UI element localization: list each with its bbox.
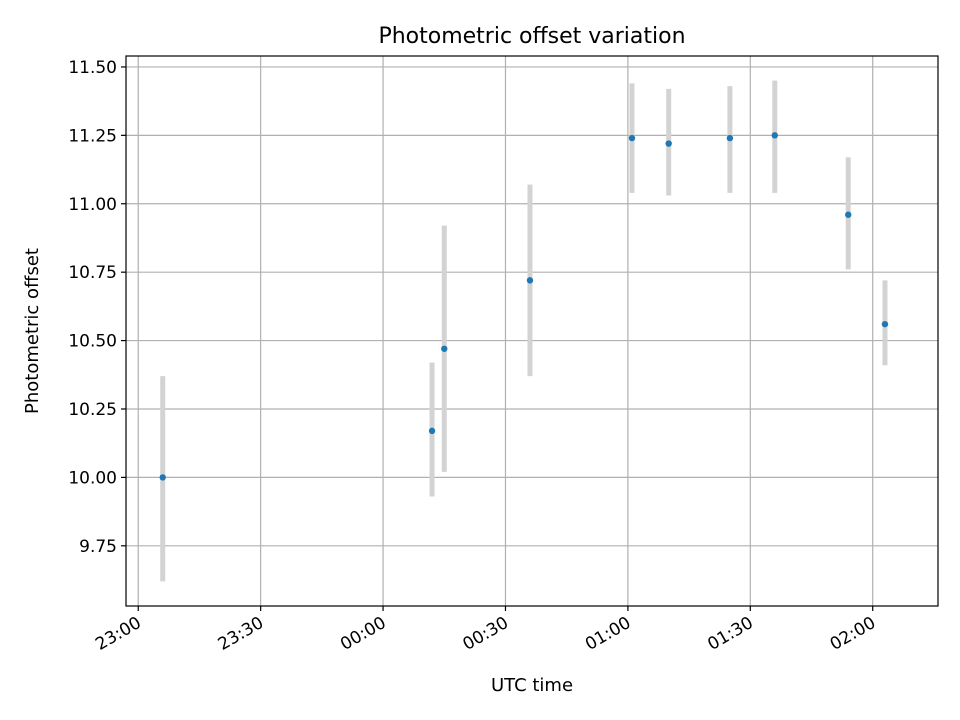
y-tick-label: 10.00 — [68, 468, 117, 488]
x-tick-label: 23:30 — [215, 613, 267, 655]
data-point — [526, 277, 534, 284]
data-point — [441, 345, 448, 352]
x-tick-label: 01:00 — [582, 613, 634, 655]
x-tick-label: 23:00 — [92, 613, 144, 655]
plot-frame — [125, 55, 939, 607]
x-axis-label: UTC time — [491, 675, 573, 696]
data-point — [771, 132, 778, 139]
y-tick-label: 11.00 — [68, 195, 117, 215]
data-point — [726, 134, 734, 142]
y-tick-label: 10.50 — [68, 332, 117, 352]
data-point — [845, 211, 852, 218]
y-axis-ticks: 9.75 10.00 10.25 10.50 10.75 11.00 11.25 11.50 — [68, 58, 126, 557]
y-tick-label: 11.50 — [68, 58, 117, 78]
data-point — [428, 427, 436, 435]
y-tick-label: 11.25 — [68, 126, 117, 146]
data-point — [881, 320, 889, 328]
data-point — [159, 474, 166, 481]
y-tick-label: 10.75 — [68, 263, 117, 283]
y-tick-label: 9.75 — [79, 537, 117, 557]
data-point — [665, 140, 672, 147]
data-point — [628, 134, 636, 142]
x-axis-ticks: 23:00 23:30 00:00 00:30 01:00 01:30 02:00 — [92, 606, 879, 655]
data-points — [159, 132, 889, 481]
x-tick-label: 01:30 — [704, 613, 756, 655]
y-axis-label: Photometric offset — [22, 248, 43, 414]
y-tick-label: 10.25 — [68, 400, 117, 420]
chart-title: Photometric offset variation — [378, 24, 685, 49]
x-tick-label: 00:30 — [460, 613, 512, 655]
x-tick-label: 02:00 — [827, 613, 879, 655]
x-tick-label: 00:00 — [337, 613, 389, 655]
